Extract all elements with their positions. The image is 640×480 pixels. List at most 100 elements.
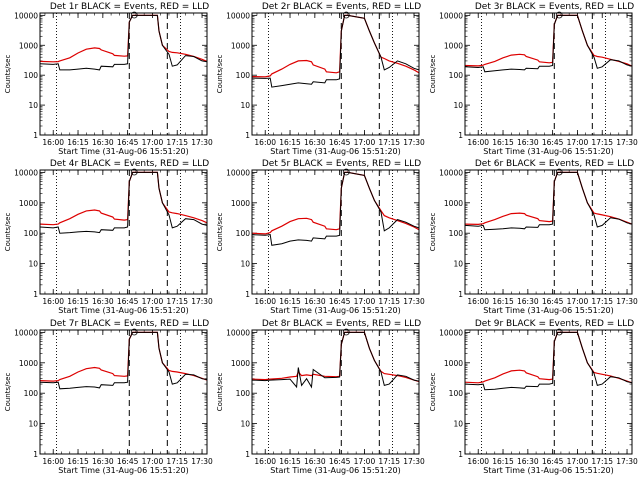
x-tick-label: 17:15	[378, 297, 400, 306]
y-tick-label: 100	[236, 229, 251, 238]
y-tick-label: 1	[458, 131, 463, 140]
series-line-lld	[252, 171, 419, 235]
y-axis-label: Counts/sec	[4, 373, 12, 412]
plot-frame	[39, 169, 208, 295]
y-tick-label: 10	[240, 260, 250, 269]
x-tick-label: 17:15	[591, 138, 613, 147]
y-tick-label: 100	[24, 229, 39, 238]
y-tick-label: 1	[33, 131, 38, 140]
x-axis-label: Start Time (31-Aug-06 15:51:20)	[270, 306, 401, 315]
y-tick-label: 10	[28, 420, 38, 429]
x-tick-label: 16:45	[117, 138, 139, 147]
x-tick-label: 16:45	[542, 138, 564, 147]
panel-9: Det 9r BLACK = Events, RED = LLD Counts/s…	[429, 319, 638, 475]
series-line-events	[465, 14, 632, 73]
saturation-marker	[555, 328, 563, 336]
x-tick-label: 17:15	[378, 138, 400, 147]
panel-8: Det 8r BLACK = Events, RED = LLD Counts/s…	[216, 319, 425, 475]
x-tick-label: 17:30	[403, 297, 425, 306]
x-tick-label: 16:30	[304, 457, 326, 466]
panel-2: Det 2r BLACK = Events, RED = LLD Counts/s…	[216, 2, 425, 156]
panel-7: Det 7r BLACK = Events, RED = LLD Counts/s…	[4, 319, 213, 475]
series-line-events	[40, 171, 207, 234]
x-axis-label: Start Time (31-Aug-06 15:51:20)	[270, 147, 401, 156]
panel-title: Det 8r BLACK = Events, RED = LLD	[262, 319, 421, 329]
series-line-events	[252, 14, 419, 88]
panel-title: Det 6r BLACK = Events, RED = LLD	[475, 159, 634, 169]
x-tick-label: 17:00	[354, 297, 376, 306]
y-axis-label: Counts/sec	[429, 213, 437, 252]
y-tick-label: 10000	[439, 328, 463, 337]
y-tick-label: 1	[458, 290, 463, 299]
series-line-events	[252, 171, 419, 246]
y-axis-label: Counts/sec	[4, 55, 12, 94]
x-tick-label: 17:30	[616, 457, 638, 466]
x-tick-label: 17:00	[354, 138, 376, 147]
y-tick-label: 10	[28, 260, 38, 269]
y-axis-label: Counts/sec	[216, 213, 224, 252]
x-tick-label: 17:00	[567, 138, 589, 147]
saturation-marker	[130, 328, 138, 336]
x-tick-label: 16:00	[254, 297, 276, 306]
panel-4: Det 4r BLACK = Events, RED = LLD Counts/s…	[4, 159, 213, 315]
saturation-marker	[342, 11, 350, 19]
x-tick-label: 16:30	[92, 297, 114, 306]
x-tick-label: 16:00	[254, 457, 276, 466]
x-axis-label: Start Time (31-Aug-06 15:51:20)	[58, 306, 189, 315]
x-tick-label: 16:30	[92, 457, 114, 466]
plot-frame	[251, 329, 420, 455]
x-tick-label: 16:00	[467, 457, 489, 466]
series-line-events	[40, 14, 207, 71]
y-tick-label: 1000	[19, 199, 38, 208]
y-tick-label: 10000	[14, 11, 38, 20]
series-line-events	[252, 331, 419, 389]
y-axis-label: Counts/sec	[216, 55, 224, 94]
panel-title: Det 4r BLACK = Events, RED = LLD	[50, 159, 209, 169]
y-tick-label: 1000	[444, 41, 463, 50]
x-tick-label: 16:15	[67, 457, 89, 466]
y-tick-label: 10	[453, 420, 463, 429]
y-tick-label: 10	[240, 420, 250, 429]
panel-title: Det 2r BLACK = Events, RED = LLD	[262, 2, 421, 12]
series-line-lld	[465, 14, 632, 67]
y-tick-label: 1000	[444, 359, 463, 368]
panel-title: Det 9r BLACK = Events, RED = LLD	[475, 319, 634, 329]
y-tick-label: 1	[245, 450, 250, 459]
x-tick-label: 16:45	[329, 457, 351, 466]
y-axis-label: Counts/sec	[4, 213, 12, 252]
y-tick-label: 100	[236, 389, 251, 398]
y-tick-label: 10000	[14, 168, 38, 177]
series-line-lld	[465, 171, 632, 226]
x-tick-label: 17:30	[191, 297, 213, 306]
x-axis-label: Start Time (31-Aug-06 15:51:20)	[270, 466, 401, 475]
series-line-events	[465, 171, 632, 231]
x-axis-label: Start Time (31-Aug-06 15:51:20)	[58, 466, 189, 475]
plot-frame	[251, 169, 420, 295]
saturation-marker	[342, 168, 350, 176]
saturation-marker	[342, 328, 350, 336]
panel-title: Det 3r BLACK = Events, RED = LLD	[475, 2, 634, 12]
panel-title: Det 1r BLACK = Events, RED = LLD	[50, 2, 209, 12]
plot-frame	[464, 169, 633, 295]
y-axis-label: Counts/sec	[216, 373, 224, 412]
x-tick-label: 16:15	[67, 138, 89, 147]
panel-1: Det 1r BLACK = Events, RED = LLD Counts/s…	[4, 2, 213, 156]
plot-frame	[251, 12, 420, 136]
y-tick-label: 1000	[231, 359, 250, 368]
saturation-marker	[130, 11, 138, 19]
y-tick-label: 100	[24, 389, 39, 398]
y-tick-label: 1000	[231, 41, 250, 50]
panel-5: Det 5r BLACK = Events, RED = LLD Counts/s…	[216, 159, 425, 315]
y-tick-label: 10000	[439, 11, 463, 20]
x-tick-label: 17:15	[166, 138, 188, 147]
y-tick-label: 10000	[439, 168, 463, 177]
y-tick-label: 1000	[19, 41, 38, 50]
x-tick-label: 16:15	[492, 138, 514, 147]
x-tick-label: 16:30	[517, 138, 539, 147]
x-tick-label: 17:30	[191, 138, 213, 147]
x-tick-label: 17:30	[403, 138, 425, 147]
y-tick-label: 1	[33, 290, 38, 299]
x-tick-label: 16:30	[92, 138, 114, 147]
x-tick-label: 16:45	[329, 297, 351, 306]
